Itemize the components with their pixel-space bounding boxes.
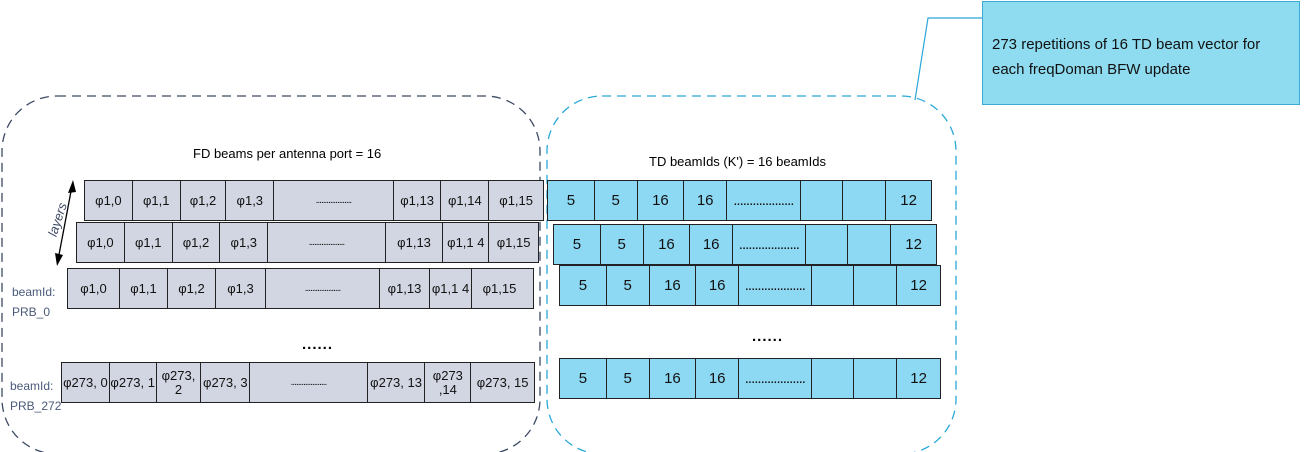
td-row-3-cell-2: 16 bbox=[650, 359, 697, 398]
fd-row-0-cell-4: .................... bbox=[274, 181, 394, 220]
fd-row-1-cell-2: φ1,2 bbox=[173, 223, 221, 262]
layers-arrow bbox=[55, 180, 76, 266]
fd-title: FD beams per antenna port = 16 bbox=[193, 146, 382, 161]
td-row-2-cell-5 bbox=[812, 266, 855, 305]
fd-row-3-cell-1: φ273, 1 bbox=[110, 363, 157, 402]
td-row-2-cell-6 bbox=[854, 266, 898, 305]
td-row-1-cell-7: 12 bbox=[905, 235, 922, 253]
td-row-0-cell-2: 16 bbox=[638, 181, 685, 220]
fd-row-0-cell-7: φ1,15 bbox=[499, 192, 533, 208]
td-row-0-cell-6 bbox=[843, 181, 887, 220]
fd-row-1-cell-6: φ1,1 4 bbox=[443, 223, 490, 262]
fd-row-layer-2: φ1,0 φ1,1 φ1,2 φ1,3.................... φ1,1… bbox=[76, 222, 539, 263]
td-title: TD beamIds (K') = 16 beamIds bbox=[649, 154, 826, 169]
fd-row-2-cell-0: φ1,0 bbox=[68, 269, 120, 308]
td-row-2-cell-0: 5 bbox=[560, 266, 607, 305]
td-row-1-cell-5 bbox=[806, 225, 849, 264]
fd-row-3-cell-0: φ273, 0 bbox=[62, 363, 110, 402]
fd-row-2-cell-7: φ1,15 bbox=[482, 280, 517, 296]
td-row-prb272: 5 5 16 16................... 12 bbox=[559, 358, 941, 399]
td-row-2-cell-7: 12 bbox=[910, 276, 927, 294]
td-row-1-cell-2: 16 bbox=[644, 225, 691, 264]
callout-leader-line bbox=[914, 17, 982, 101]
fd-row-layer-3: φ1,0 φ1,1 φ1,2 φ1,3.................... φ1,1… bbox=[84, 180, 544, 221]
fd-row-2-cell-2: φ1,2 bbox=[168, 269, 216, 308]
fd-row-0-cell-0: φ1,0 bbox=[85, 181, 133, 220]
td-row-prb0: 5 5 16 16................... 12 bbox=[559, 265, 941, 306]
td-rows-ellipsis: ...... bbox=[752, 328, 784, 345]
fd-row-0-cell-6: φ1,14 bbox=[441, 181, 490, 220]
td-row-0-cell-5 bbox=[801, 181, 844, 220]
fd-row-prb0: φ1,0 φ1,1 φ1,2 φ1,3.................... φ1,1… bbox=[67, 268, 534, 309]
fd-row-1-cell-7: φ1,15 bbox=[496, 234, 531, 250]
td-row-layer-2: 5 5 16 16................... 12 bbox=[553, 224, 937, 265]
td-row-1-cell-4: ................... bbox=[733, 225, 806, 264]
fd-row-2-cell-3: φ1,3 bbox=[216, 269, 266, 308]
fd-row-prb272: φ273, 0 φ273, 1 φ273, 2 φ273, 3............… bbox=[61, 362, 535, 403]
fd-row-3-cell-2: φ273, 2 bbox=[157, 363, 202, 402]
fd-row-3-cell-6: φ273 ,14 bbox=[425, 363, 472, 402]
fd-row-0-cell-5: φ1,13 bbox=[394, 181, 442, 220]
fd-row-0-cell-3: φ1,3 bbox=[226, 181, 275, 220]
fd-row-3-cell-7: φ273, 15 bbox=[476, 374, 529, 390]
td-row-1-cell-1: 5 bbox=[601, 225, 644, 264]
fd-row-1-cell-3: φ1,3 bbox=[220, 223, 269, 262]
td-row-0-cell-7: 12 bbox=[900, 191, 917, 209]
fd-row-3-cell-4: .................... bbox=[250, 363, 368, 402]
beam-label-prb0-line1: beamId: bbox=[12, 285, 56, 299]
td-row-3-cell-5 bbox=[812, 359, 855, 398]
td-row-0-cell-4: ................... bbox=[727, 181, 801, 220]
td-row-2-cell-3: 16 bbox=[696, 266, 740, 305]
fd-row-0-cell-1: φ1,1 bbox=[133, 181, 181, 220]
td-row-1-cell-0: 5 bbox=[554, 225, 601, 264]
td-row-2-cell-4: ................... bbox=[739, 266, 812, 305]
fd-row-3-cell-5: φ273, 13 bbox=[368, 363, 426, 402]
td-row-3-cell-1: 5 bbox=[607, 359, 650, 398]
td-row-0-cell-1: 5 bbox=[595, 181, 638, 220]
td-row-layer-3: 5 5 16 16................... 12 bbox=[547, 180, 932, 221]
beam-label-prb0-line2: PRB_0 bbox=[12, 305, 51, 319]
fd-row-2-cell-4: .................... bbox=[266, 269, 380, 308]
beam-label-prb0: beamId: PRB_0 bbox=[12, 282, 55, 322]
fd-row-2-cell-6: φ1,1 4 bbox=[430, 269, 472, 308]
fd-group-boundary bbox=[1, 95, 541, 452]
callout-line-1: 273 repetitions of 16 TD beam vector for bbox=[992, 36, 1261, 53]
td-row-1-cell-6 bbox=[848, 225, 892, 264]
fd-rows-ellipsis: ...... bbox=[302, 336, 334, 353]
td-row-3-cell-7: 12 bbox=[910, 369, 927, 387]
fd-row-1-cell-0: φ1,0 bbox=[77, 223, 125, 262]
fd-row-1-cell-1: φ1,1 bbox=[125, 223, 173, 262]
fd-row-3-cell-3: φ273, 3 bbox=[201, 363, 251, 402]
fd-row-2-cell-5: φ1,13 bbox=[380, 269, 430, 308]
beam-label-prb272: beamId: PRB_272 bbox=[10, 376, 61, 416]
callout-line-2: each freqDoman BFW update bbox=[992, 61, 1191, 78]
beam-label-prb272-line1: beamId: bbox=[10, 379, 54, 393]
td-row-3-cell-0: 5 bbox=[560, 359, 607, 398]
fd-row-1-cell-4: .................... bbox=[268, 223, 386, 262]
fd-row-0-cell-2: φ1,2 bbox=[181, 181, 227, 220]
fd-row-2-cell-1: φ1,1 bbox=[120, 269, 168, 308]
fd-row-1-cell-5: φ1,13 bbox=[386, 223, 444, 262]
td-row-0-cell-0: 5 bbox=[548, 181, 595, 220]
td-row-2-cell-1: 5 bbox=[607, 266, 650, 305]
td-row-3-cell-6 bbox=[854, 359, 898, 398]
td-row-2-cell-2: 16 bbox=[650, 266, 697, 305]
td-row-3-cell-4: ................... bbox=[739, 359, 812, 398]
beam-label-prb272-line2: PRB_272 bbox=[10, 399, 62, 413]
td-row-0-cell-3: 16 bbox=[684, 181, 728, 220]
td-row-3-cell-3: 16 bbox=[696, 359, 740, 398]
callout-box: 273 repetitions of 16 TD beam vector for… bbox=[982, 1, 1300, 105]
td-row-1-cell-3: 16 bbox=[690, 225, 734, 264]
